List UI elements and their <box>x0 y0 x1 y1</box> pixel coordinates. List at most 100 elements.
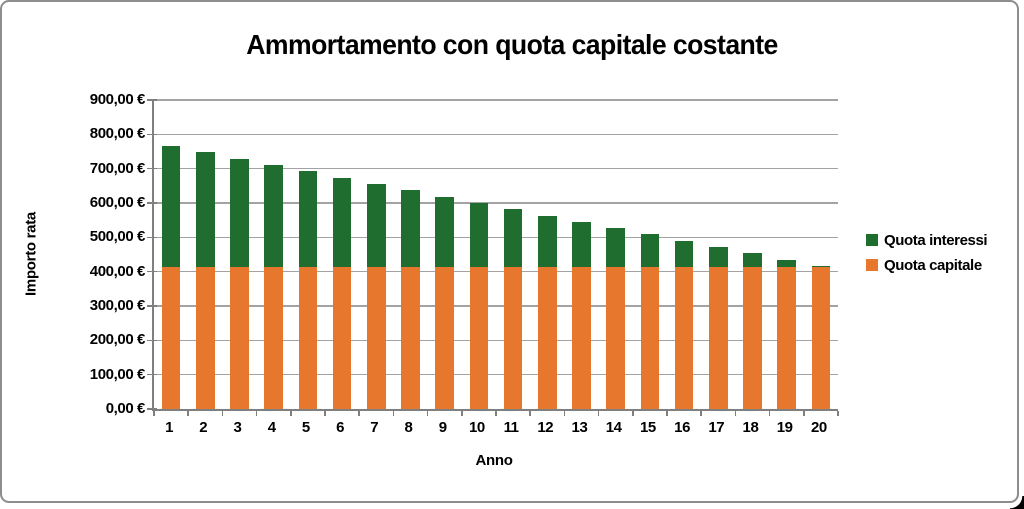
x-axis-tick <box>666 411 668 416</box>
bar-segment-quota-interessi <box>230 158 249 268</box>
bar-segment-quota-interessi <box>196 152 215 268</box>
bar-segment-quota-interessi <box>367 183 386 268</box>
x-tick-label: 6 <box>336 419 345 436</box>
legend-swatch-quota-interessi <box>866 234 878 246</box>
y-tick-label: 900,00 € <box>89 91 146 108</box>
legend-item: Quota capitale <box>866 256 987 274</box>
y-tick-label: 300,00 € <box>89 297 146 314</box>
y-tick-label: 600,00 € <box>89 194 146 211</box>
x-axis-tick <box>768 411 771 416</box>
x-axis-tick <box>700 411 702 416</box>
gridline <box>154 202 838 204</box>
bar-segment-quota-capitale <box>230 267 249 409</box>
bar-segment-quota-interessi <box>811 266 831 268</box>
x-tick-label: 20 <box>810 419 827 436</box>
y-axis-tick <box>147 99 157 101</box>
bar-segment-quota-capitale <box>709 267 728 409</box>
gridline <box>154 133 838 136</box>
bar-segment-quota-capitale <box>367 267 386 409</box>
y-axis-tick <box>147 270 157 273</box>
plot-area <box>147 99 839 416</box>
bar-segment-quota-interessi <box>743 253 762 268</box>
x-tick-label: 5 <box>301 419 310 436</box>
gridline <box>154 167 838 170</box>
bar-segment-quota-capitale <box>435 267 454 409</box>
y-axis-tick <box>147 236 157 239</box>
y-axis-tick <box>147 339 157 342</box>
y-tick-label: 700,00 € <box>89 159 146 177</box>
bar-segment-quota-interessi <box>264 165 283 268</box>
x-tick-label: 18 <box>742 419 759 436</box>
x-axis-tick <box>529 411 531 416</box>
bar-segment-quota-capitale <box>196 267 215 409</box>
gridline <box>154 236 838 239</box>
bar-segment-quota-capitale <box>401 267 420 409</box>
bar-segment-quota-capitale <box>538 267 557 409</box>
x-tick-label: 2 <box>199 419 208 436</box>
x-tick-label: 1 <box>165 419 174 436</box>
bar-segment-quota-interessi <box>161 146 181 268</box>
x-tick-label: 15 <box>639 419 656 436</box>
x-axis-tick <box>290 411 292 416</box>
gridline <box>154 270 838 273</box>
x-axis-tick <box>221 411 224 416</box>
x-tick-label: 7 <box>370 419 379 436</box>
bar-segment-quota-capitale <box>640 267 660 409</box>
chart-title: Ammortamento con quota capitale costante <box>246 29 778 60</box>
x-axis-tick <box>153 411 155 416</box>
bar-segment-quota-capitale <box>298 267 318 409</box>
x-tick-label: 12 <box>537 419 554 436</box>
x-axis-tick <box>734 411 737 416</box>
x-tick-label: 13 <box>571 419 588 436</box>
bar-segment-quota-capitale <box>469 267 489 409</box>
x-tick-label: 19 <box>776 419 793 436</box>
x-tick-label: 11 <box>503 419 519 436</box>
legend-swatch-quota-capitale <box>866 259 878 271</box>
x-tick-label: 9 <box>438 419 447 436</box>
x-axis-tick <box>632 411 634 416</box>
legend-label: Quota interessi <box>884 231 988 249</box>
bar-segment-quota-capitale <box>674 267 694 409</box>
y-axis-title: Importo rata <box>22 212 40 296</box>
x-axis-tick <box>426 411 429 416</box>
x-tick-label: 8 <box>404 419 413 436</box>
bar-segment-quota-interessi <box>503 209 523 268</box>
y-axis-tick <box>147 305 157 307</box>
x-tick-label: 3 <box>233 419 242 436</box>
bar-segment-quota-interessi <box>435 196 454 268</box>
y-tick-label: 200,00 € <box>89 331 146 349</box>
x-tick-label: 16 <box>674 419 691 436</box>
y-axis-tick <box>147 408 157 410</box>
legend-label: Quota capitale <box>884 256 982 274</box>
x-axis-tick <box>392 411 395 416</box>
bar-segment-quota-capitale <box>743 267 762 409</box>
bar-segment-quota-capitale <box>332 267 352 409</box>
y-tick-label: 800,00 € <box>89 125 146 143</box>
bar-segment-quota-interessi <box>674 240 694 268</box>
y-axis-tick <box>147 133 157 136</box>
x-axis-tick <box>563 411 566 416</box>
bar-segment-quota-capitale <box>503 267 523 409</box>
gridline <box>154 305 838 307</box>
y-axis-tick <box>147 202 157 204</box>
gridline <box>154 339 838 342</box>
bar-segment-quota-interessi <box>709 247 728 268</box>
x-axis-tick <box>597 411 600 416</box>
legend-item: Quota interessi <box>866 231 988 249</box>
x-axis-tick <box>837 411 839 416</box>
y-tick-label: 500,00 € <box>89 228 146 246</box>
x-axis-tick <box>324 411 326 416</box>
x-tick-label: 4 <box>267 419 276 436</box>
bar-segment-quota-capitale <box>606 267 625 409</box>
bar-segment-quota-interessi <box>469 202 489 268</box>
x-axis-tick <box>495 411 497 416</box>
gridline <box>154 373 838 376</box>
bar-segment-quota-capitale <box>264 267 283 409</box>
bar-segment-quota-capitale <box>572 267 591 409</box>
legend: Quota interessi Quota capitale <box>866 231 988 281</box>
x-axis-tick <box>187 411 189 416</box>
y-tick-label: 0,00 € <box>105 400 146 417</box>
bar-segment-quota-interessi <box>572 221 591 268</box>
bar-segment-quota-interessi <box>332 177 352 268</box>
bar-segment-quota-capitale <box>161 267 181 409</box>
